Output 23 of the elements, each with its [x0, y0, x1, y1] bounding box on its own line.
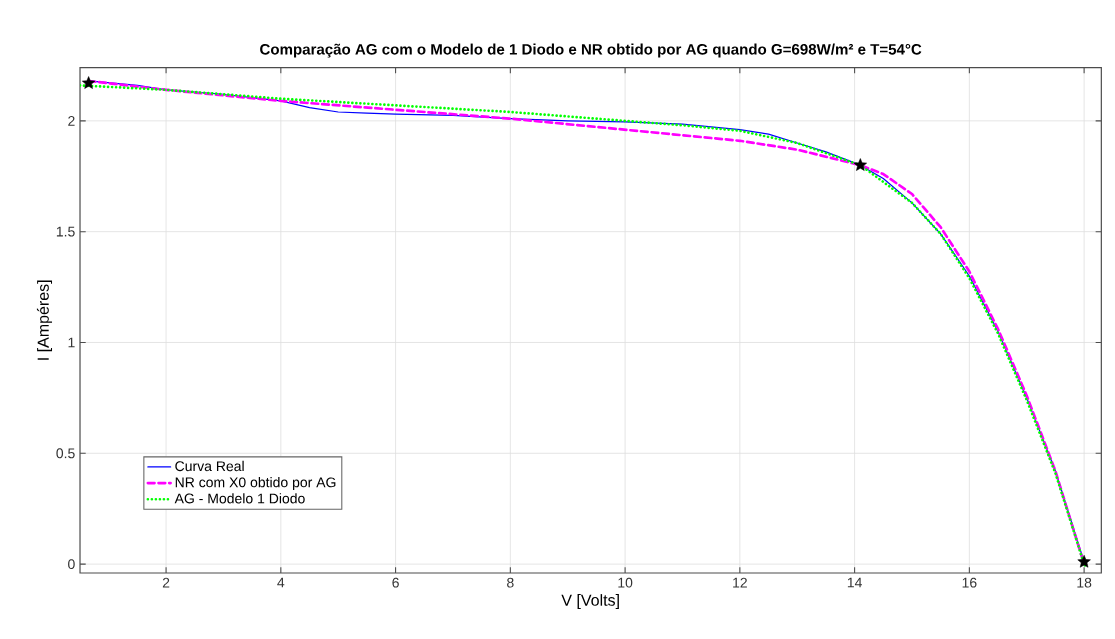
x-tick-label: 18 — [1077, 577, 1092, 588]
x-tick-label: 16 — [962, 577, 977, 588]
y-tick-label: 1 — [68, 337, 75, 348]
x-tick-label: 10 — [618, 577, 633, 588]
x-tick-label: 6 — [392, 577, 399, 588]
y-tick-label: 2 — [68, 115, 75, 126]
point — [1077, 554, 1091, 568]
x-axis-title: V [Volts] — [561, 594, 619, 610]
legend-label: Curva Real — [175, 460, 244, 472]
x-tick-label: 2 — [162, 577, 170, 588]
y-tick-label: 0.5 — [56, 448, 75, 459]
chart-title: Comparação AG com o Modelo de 1 Diodo e NR obtido por AG quando G=698W/m² e T=54°C — [260, 43, 922, 58]
x-tick-label: 12 — [733, 577, 747, 588]
y-tick-label: 1.5 — [56, 226, 75, 237]
x-tick-label: 14 — [847, 577, 862, 588]
x-tick-label: 8 — [507, 577, 514, 588]
point — [82, 76, 96, 89]
x-tick-label: 4 — [277, 577, 285, 588]
point — [853, 158, 867, 171]
y-axis-title: I [Ampéres] — [36, 280, 53, 360]
legend-label: AG - Modelo 1 Diodo — [174, 493, 305, 504]
legend-label: NR com X0 obtido por AG — [175, 477, 336, 491]
y-tick-label: 0 — [68, 559, 75, 570]
